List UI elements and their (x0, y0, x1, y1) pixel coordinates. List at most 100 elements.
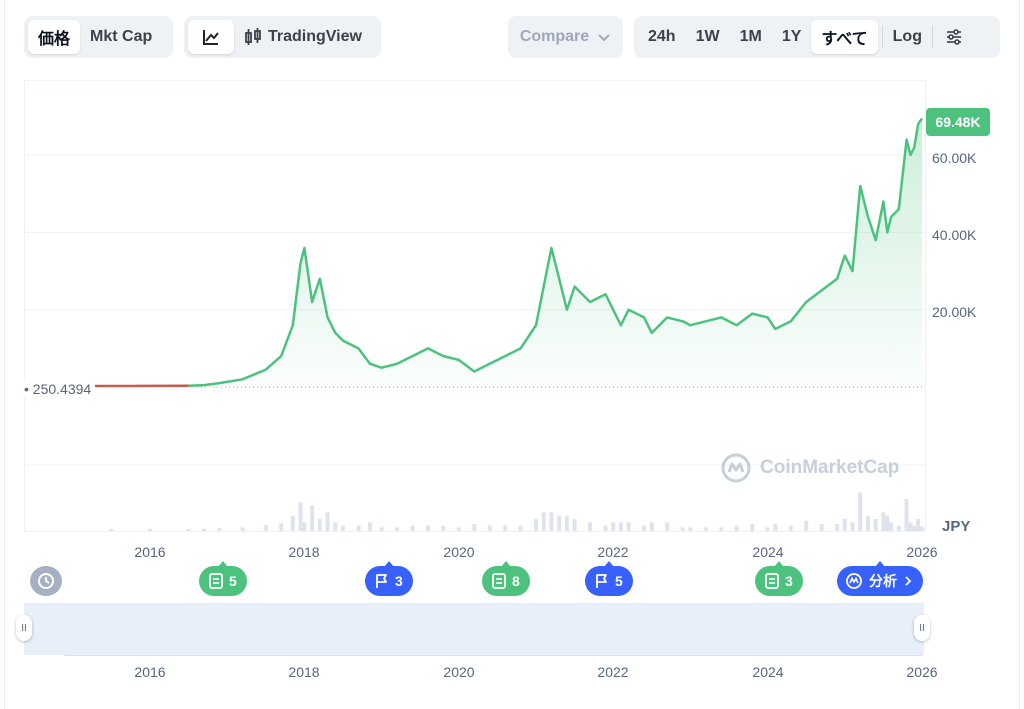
volume-bar (642, 525, 647, 531)
range-all[interactable]: すべて (811, 20, 878, 54)
news-event-marker[interactable]: 3 (755, 566, 803, 596)
volume-bar (773, 524, 778, 531)
volume-bar (333, 522, 338, 531)
document-icon (209, 573, 223, 589)
volume-bar (885, 515, 890, 531)
volume-bar (920, 526, 924, 531)
volume-bar (703, 527, 708, 531)
volume-bar (395, 527, 400, 531)
event-count: 3 (395, 573, 403, 589)
line-chart-icon (203, 30, 219, 45)
volume-bar (865, 515, 870, 531)
volume-bar (109, 528, 114, 531)
volume-bar (302, 522, 307, 531)
volume-bar (564, 515, 569, 531)
volume-bar (148, 528, 152, 531)
base-price-value: 250.4394 (32, 381, 92, 397)
volume-bar (908, 522, 913, 531)
time-range-selector: 24h 1W 1M 1Y すべて Log (634, 16, 1000, 58)
compare-dropdown[interactable]: Compare (508, 16, 623, 58)
navigator-x-tick: 2018 (288, 664, 320, 680)
range-1w[interactable]: 1W (695, 28, 720, 45)
volume-bar (750, 524, 755, 531)
volume-bar (472, 524, 477, 531)
tradingview-button[interactable]: TradingView (234, 20, 372, 54)
navigator-x-tick: 2026 (906, 664, 938, 680)
x-tick-label: 2024 (752, 544, 784, 560)
volume-bar (804, 520, 809, 531)
navigator-x-tick: 2024 (752, 664, 784, 680)
news-event-marker[interactable]: 5 (199, 566, 247, 596)
navigator-right-handle[interactable]: II (914, 615, 930, 641)
range-navigator[interactable] (24, 603, 924, 655)
volume-bar (487, 525, 492, 531)
chart-area[interactable] (24, 80, 926, 532)
current-price-badge: 69.48K (926, 108, 990, 136)
volume-bar (912, 525, 917, 531)
volume-bar (842, 519, 847, 531)
volume-bar (881, 512, 886, 531)
volume-bar (263, 524, 268, 531)
volume-bar (603, 525, 608, 531)
event-count: 8 (512, 573, 520, 589)
navigator-x-tick: 2016 (134, 664, 166, 680)
divider (931, 26, 933, 48)
flag-icon (596, 574, 607, 588)
volume-bar (217, 528, 222, 531)
volume-bar (240, 527, 245, 531)
volume-bar (889, 522, 894, 531)
flag-icon (376, 574, 387, 588)
document-icon (492, 573, 506, 589)
analysis-button[interactable]: 分析 (837, 566, 923, 596)
coinmarketcap-watermark: CoinMarketCap (720, 452, 899, 484)
x-tick-label: 2018 (288, 544, 320, 560)
range-24h[interactable]: 24h (648, 28, 676, 45)
sliders-icon (946, 29, 961, 45)
volume-bar (916, 519, 921, 531)
volume-bar (626, 522, 631, 531)
event-count: 3 (785, 573, 793, 589)
volume-bar (819, 524, 824, 531)
volume-bar (588, 522, 593, 531)
volume-bar (341, 525, 345, 531)
candlestick-icon (245, 28, 261, 45)
volume-bar (325, 512, 330, 531)
volume-bar (896, 525, 901, 531)
settings-button[interactable] (937, 20, 971, 54)
flag-event-marker[interactable]: 5 (585, 566, 633, 596)
volume-bar (290, 515, 295, 531)
volume-bar (456, 527, 461, 531)
volume-bar (317, 519, 322, 531)
volume-bar (765, 527, 770, 531)
x-tick-label: 2022 (597, 544, 629, 560)
event-count: 5 (229, 573, 237, 589)
analysis-label: 分析 (869, 573, 897, 589)
log-scale-toggle[interactable]: Log (892, 28, 922, 45)
range-1m[interactable]: 1M (739, 28, 762, 45)
volume-bar (425, 525, 430, 531)
volume-bar (788, 525, 793, 531)
x-tick-label: 2026 (906, 544, 938, 560)
line-chart-button[interactable] (188, 20, 234, 54)
volume-bar (904, 499, 909, 531)
history-button[interactable] (30, 566, 62, 596)
volume-bar (310, 505, 315, 531)
volume-bar (734, 525, 739, 531)
volume-bar (680, 527, 685, 531)
volume-bar (368, 522, 373, 531)
coinmarketcap-logo-icon (846, 573, 862, 589)
news-event-marker[interactable]: 8 (482, 566, 530, 596)
flag-event-marker[interactable]: 3 (365, 566, 413, 596)
tab-mkt-cap[interactable]: Mkt Cap (90, 28, 153, 45)
volume-bar (873, 519, 878, 531)
navigator-left-handle[interactable]: II (16, 615, 32, 641)
range-1y[interactable]: 1Y (781, 28, 802, 45)
divider (881, 26, 883, 48)
compare-label: Compare (519, 28, 590, 45)
navigator-x-tick: 2020 (443, 664, 475, 680)
chart-type-toggle: TradingView (184, 16, 381, 58)
document-icon (765, 573, 779, 589)
volume-bar (534, 519, 538, 531)
tab-price[interactable]: 価格 (28, 20, 81, 54)
base-price-label: • 250.4394 (24, 381, 96, 397)
